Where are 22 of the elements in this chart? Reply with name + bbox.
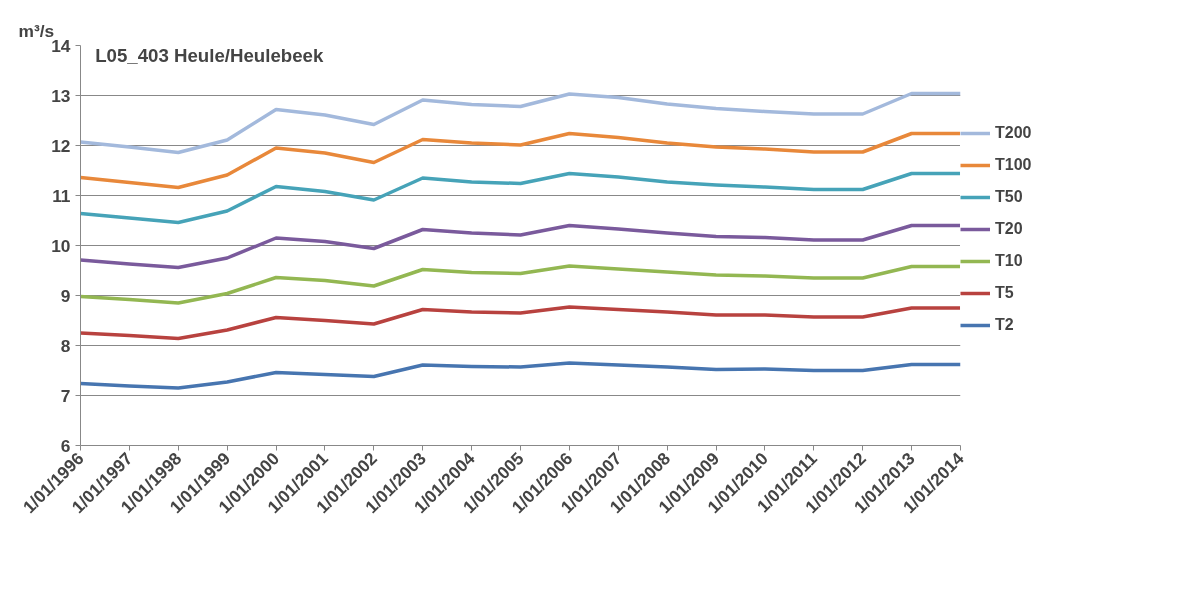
line-series — [80, 91, 961, 155]
legend-label: T20 — [995, 220, 1023, 238]
legend-label: T200 — [995, 124, 1032, 142]
y-tick-label: 7 — [60, 385, 71, 406]
line-series — [80, 305, 961, 341]
y-tick-label: 9 — [60, 285, 71, 306]
line-series — [80, 171, 961, 225]
legend-label: T100 — [995, 156, 1032, 174]
y-tick-label: 8 — [60, 335, 71, 356]
line-series — [80, 361, 961, 390]
line-series — [80, 131, 961, 190]
chart-title: L05_403 Heule/Heulebeek — [95, 45, 324, 66]
y-axis-title: m³/s — [18, 20, 55, 41]
y-tick-label: 13 — [51, 85, 71, 106]
y-tick-label: 10 — [51, 235, 71, 256]
legend-label: T5 — [995, 284, 1015, 302]
y-tick-label: 6 — [60, 435, 71, 456]
legend-label: T2 — [995, 316, 1015, 334]
legend-label: T10 — [995, 252, 1023, 270]
y-tick-label: 12 — [51, 135, 71, 156]
y-tick-label: 11 — [52, 185, 71, 206]
legend-label: T50 — [995, 188, 1023, 206]
